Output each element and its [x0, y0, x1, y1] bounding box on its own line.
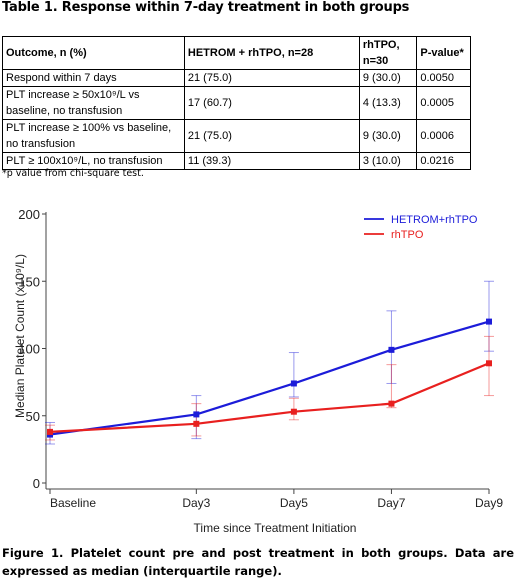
y-tick-label: 100	[18, 342, 40, 357]
cell-outcome: PLT increase ≥ 50x10⁹/L vs baseline, no …	[3, 87, 185, 120]
x-tick-label: Day5	[280, 496, 308, 510]
cell-outcome: Respond within 7 days	[3, 70, 185, 87]
cell-rhtpo: 4 (13.3)	[359, 87, 417, 120]
data-point	[486, 319, 492, 325]
cell-pvalue: 0.0006	[417, 120, 471, 153]
x-tick-label: Day7	[377, 496, 405, 510]
x-tick-label: Day9	[475, 496, 503, 510]
legend-label: HETROM+rhTPO	[391, 214, 478, 226]
table-header-row: Outcome, n (%) HETROM + rhTPO, n=28 rhTP…	[3, 37, 471, 70]
legend-label: rhTPO	[391, 229, 424, 241]
cell-hetrom: 17 (60.7)	[184, 87, 359, 120]
series-line-2	[50, 363, 489, 432]
table-title: Table 1. Response within 7-day treatment…	[2, 0, 409, 15]
data-point	[291, 409, 297, 415]
y-tick-label: 150	[18, 274, 40, 289]
figure-caption: Figure 1. Platelet count pre and post tr…	[2, 544, 514, 580]
cell-outcome: PLT increase ≥ 100% vs baseline, no tran…	[3, 120, 185, 153]
x-tick-label: Day3	[182, 496, 210, 510]
data-point	[193, 411, 199, 417]
table-footnote: *p value from chi-square test.	[2, 168, 144, 179]
table-row: PLT ≥ 100x10⁹/L, no transfusion 11 (39.3…	[3, 153, 471, 170]
cell-outcome: PLT ≥ 100x10⁹/L, no transfusion	[3, 153, 185, 170]
header-rhtpo: rhTPO, n=30	[359, 37, 417, 70]
cell-hetrom: 21 (75.0)	[184, 120, 359, 153]
results-table: Outcome, n (%) HETROM + rhTPO, n=28 rhTP…	[2, 36, 471, 170]
cell-hetrom: 11 (39.3)	[184, 153, 359, 170]
x-axis-label: Time since Treatment Initiation	[194, 521, 357, 535]
data-point	[291, 380, 297, 386]
data-point	[486, 360, 492, 366]
y-tick-label: 0	[33, 476, 40, 491]
header-outcome: Outcome, n (%)	[3, 37, 185, 70]
data-point	[193, 421, 199, 427]
cell-pvalue: 0.0216	[417, 153, 471, 170]
data-point	[47, 429, 53, 435]
header-pvalue: P-value*	[417, 37, 471, 70]
cell-pvalue: 0.0050	[417, 70, 471, 87]
x-tick-label: Baseline	[50, 496, 96, 510]
y-tick-label: 200	[18, 207, 40, 222]
table-row: PLT increase ≥ 50x10⁹/L vs baseline, no …	[3, 87, 471, 120]
table-row: Respond within 7 days 21 (75.0) 9 (30.0)…	[3, 70, 471, 87]
table-row: PLT increase ≥ 100% vs baseline, no tran…	[3, 120, 471, 153]
data-point	[388, 347, 394, 353]
series-line-1	[50, 322, 489, 435]
cell-rhtpo: 9 (30.0)	[359, 120, 417, 153]
cell-rhtpo: 9 (30.0)	[359, 70, 417, 87]
cell-rhtpo: 3 (10.0)	[359, 153, 417, 170]
header-hetrom: HETROM + rhTPO, n=28	[184, 37, 359, 70]
cell-hetrom: 21 (75.0)	[184, 70, 359, 87]
y-tick-label: 50	[26, 409, 40, 424]
data-point	[388, 401, 394, 407]
platelet-count-chart: Median Platelet Count (x10⁹/L) Time sinc…	[0, 196, 520, 540]
cell-pvalue: 0.0005	[417, 87, 471, 120]
